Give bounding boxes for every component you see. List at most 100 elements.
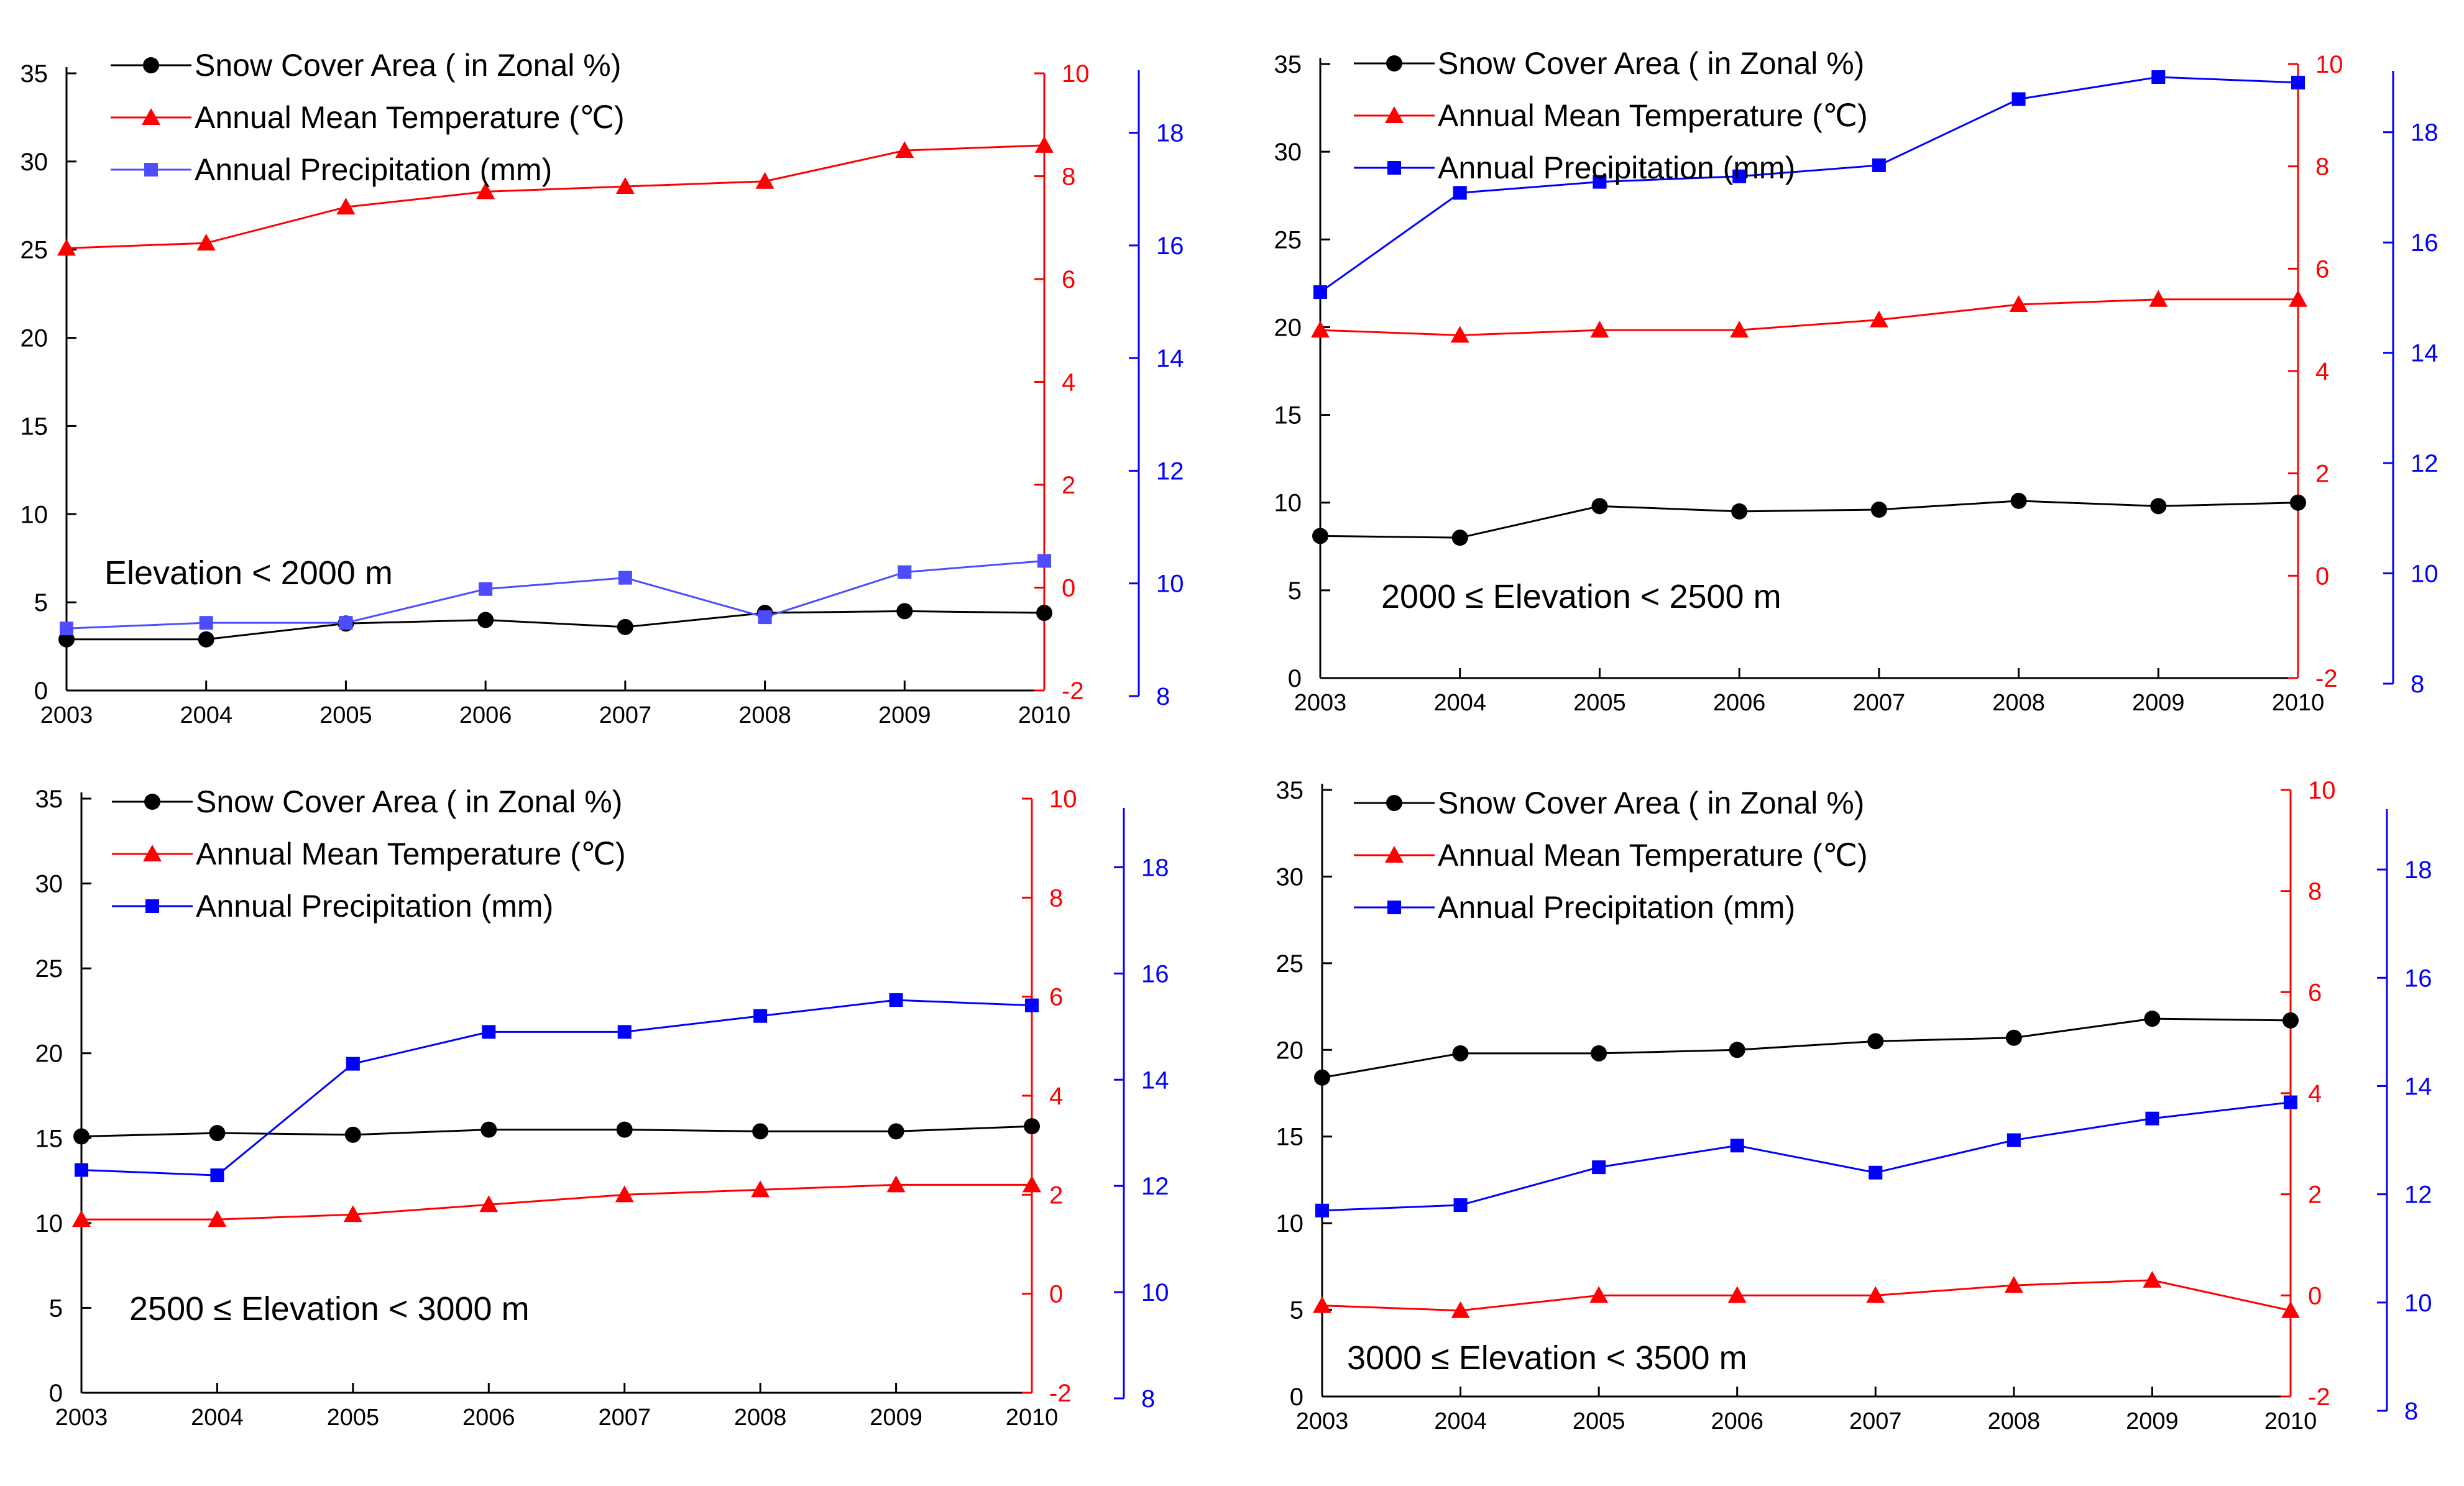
temperature-y-tick-label: 10 xyxy=(2315,51,2343,78)
snow-data-point xyxy=(2290,494,2306,511)
temperature-y-tick-label: -2 xyxy=(2308,1383,2330,1411)
left-y-tick-label: 30 xyxy=(1274,139,1302,166)
temp-data-point xyxy=(2004,1276,2023,1293)
x-tick-label: 2010 xyxy=(1006,1405,1059,1431)
precipitation-y-tick-label: 8 xyxy=(1156,683,1170,710)
legend-label-temp: Annual Mean Temperature (℃) xyxy=(196,837,626,871)
precipitation-y-tick-label: 16 xyxy=(2404,965,2432,992)
temperature-y-tick-label: 0 xyxy=(1049,1281,1063,1308)
temp-data-point xyxy=(2289,290,2307,307)
x-tick-label: 2008 xyxy=(1992,690,2045,716)
x-tick-label: 2009 xyxy=(2132,690,2185,716)
left-y-tick-label: 5 xyxy=(1288,577,1302,605)
temp-series-line xyxy=(1322,1279,2291,1312)
precip-data-point xyxy=(199,616,213,630)
legend-marker-precip xyxy=(1387,161,1401,175)
temp-data-point xyxy=(751,1180,770,1198)
left-y-tick-label: 15 xyxy=(35,1125,63,1152)
left-y-tick-label: 5 xyxy=(49,1295,63,1322)
snow-data-point xyxy=(888,1123,904,1140)
snow-data-point xyxy=(480,1121,497,1138)
x-tick-label: 2008 xyxy=(1988,1408,2041,1434)
precip-data-point xyxy=(2011,92,2026,106)
x-tick-label: 2009 xyxy=(870,1405,922,1431)
temperature-y-tick-label: 2 xyxy=(2308,1181,2322,1209)
precipitation-y-tick-label: 10 xyxy=(1156,571,1184,598)
snow-data-point xyxy=(2282,1012,2299,1029)
precip-data-point xyxy=(618,571,632,585)
temperature-y-tick-label: 4 xyxy=(1049,1083,1063,1110)
left-y-tick-label: 5 xyxy=(34,589,48,617)
snow-data-point xyxy=(1591,1045,1607,1062)
precip-data-point xyxy=(2145,1111,2159,1126)
x-tick-label: 2004 xyxy=(180,702,232,728)
precipitation-y-tick-label: 12 xyxy=(1141,1173,1169,1200)
left-y-tick-label: 20 xyxy=(35,1040,63,1068)
left-y-tick-label: 20 xyxy=(1274,314,1302,341)
x-tick-label: 2007 xyxy=(599,702,652,728)
temperature-y-tick-label: 8 xyxy=(2308,878,2322,906)
precipitation-y-tick-label: 16 xyxy=(2411,229,2439,257)
precip-data-point xyxy=(758,610,772,625)
temperature-y-tick-label: 6 xyxy=(2315,255,2329,283)
elevation-annotation: Elevation < 2000 m xyxy=(104,554,393,592)
x-tick-label: 2004 xyxy=(1434,1408,1487,1434)
precipitation-y-tick-label: 12 xyxy=(2404,1181,2432,1209)
legend-label-precip: Annual Precipitation (mm) xyxy=(195,152,552,187)
precip-series-line xyxy=(1320,76,2299,293)
left-y-tick-label: 15 xyxy=(1276,1124,1304,1151)
temp-series-line xyxy=(1320,298,2298,336)
temp-data-point xyxy=(1311,321,1330,338)
precipitation-y-tick-label: 8 xyxy=(1141,1385,1155,1413)
temperature-y-tick-label: 8 xyxy=(2315,154,2329,181)
precip-data-point xyxy=(60,621,73,636)
snow-data-point xyxy=(1451,530,1468,546)
temp-data-point xyxy=(1866,1286,1885,1303)
x-tick-label: 2005 xyxy=(327,1405,380,1431)
precip-data-point xyxy=(2007,1133,2021,1147)
temp-series-line xyxy=(81,1183,1032,1221)
snow-data-point xyxy=(752,1123,769,1140)
temp-data-point xyxy=(1451,1301,1470,1318)
legend-marker-precip xyxy=(145,899,159,913)
precip-data-point xyxy=(1592,1160,1606,1175)
left-y-tick-label: 35 xyxy=(1274,51,1302,78)
left-y-tick-label: 25 xyxy=(21,237,48,264)
precip-data-point xyxy=(1025,998,1039,1012)
legend-label-precip: Annual Precipitation (mm) xyxy=(1438,890,1795,925)
precip-data-point xyxy=(479,582,493,596)
x-tick-label: 2010 xyxy=(2264,1408,2317,1434)
precip-data-point xyxy=(2284,1095,2297,1109)
elevation-annotation: 3000 ≤ Elevation < 3500 m xyxy=(1347,1339,1747,1377)
temp-data-point xyxy=(343,1205,362,1222)
x-tick-label: 2010 xyxy=(2272,690,2325,716)
legend-marker-snow xyxy=(1386,795,1402,811)
left-y-tick-label: 20 xyxy=(21,325,48,352)
precip-data-point xyxy=(1313,285,1327,300)
x-tick-label: 2010 xyxy=(1018,702,1071,728)
precipitation-y-tick-label: 14 xyxy=(2404,1073,2432,1100)
precipitation-y-tick-label: 14 xyxy=(1141,1066,1169,1094)
legend-label-temp: Annual Mean Temperature (℃) xyxy=(1438,838,1868,873)
left-y-tick-label: 35 xyxy=(21,60,48,88)
temperature-y-tick-label: 6 xyxy=(1062,266,1075,293)
temp-data-point xyxy=(1869,310,1888,328)
left-y-tick-label: 15 xyxy=(1274,402,1302,429)
temp-data-point xyxy=(1313,1296,1331,1313)
precip-series-line xyxy=(81,999,1032,1176)
x-tick-label: 2006 xyxy=(459,702,512,728)
precip-series-line xyxy=(66,559,1045,630)
temp-data-point xyxy=(2009,295,2028,312)
precipitation-y-tick-label: 18 xyxy=(2404,856,2432,884)
precip-data-point xyxy=(1453,1198,1468,1213)
temperature-y-tick-label: 6 xyxy=(1049,984,1063,1011)
x-tick-label: 2003 xyxy=(55,1405,108,1431)
precip-data-point xyxy=(1872,158,1886,172)
precipitation-y-tick-label: 10 xyxy=(1141,1279,1169,1306)
legend-marker-temp xyxy=(1385,106,1404,123)
x-tick-label: 2006 xyxy=(462,1405,515,1431)
x-tick-label: 2004 xyxy=(1433,690,1486,716)
elevation-annotation: 2000 ≤ Elevation < 2500 m xyxy=(1381,578,1781,615)
